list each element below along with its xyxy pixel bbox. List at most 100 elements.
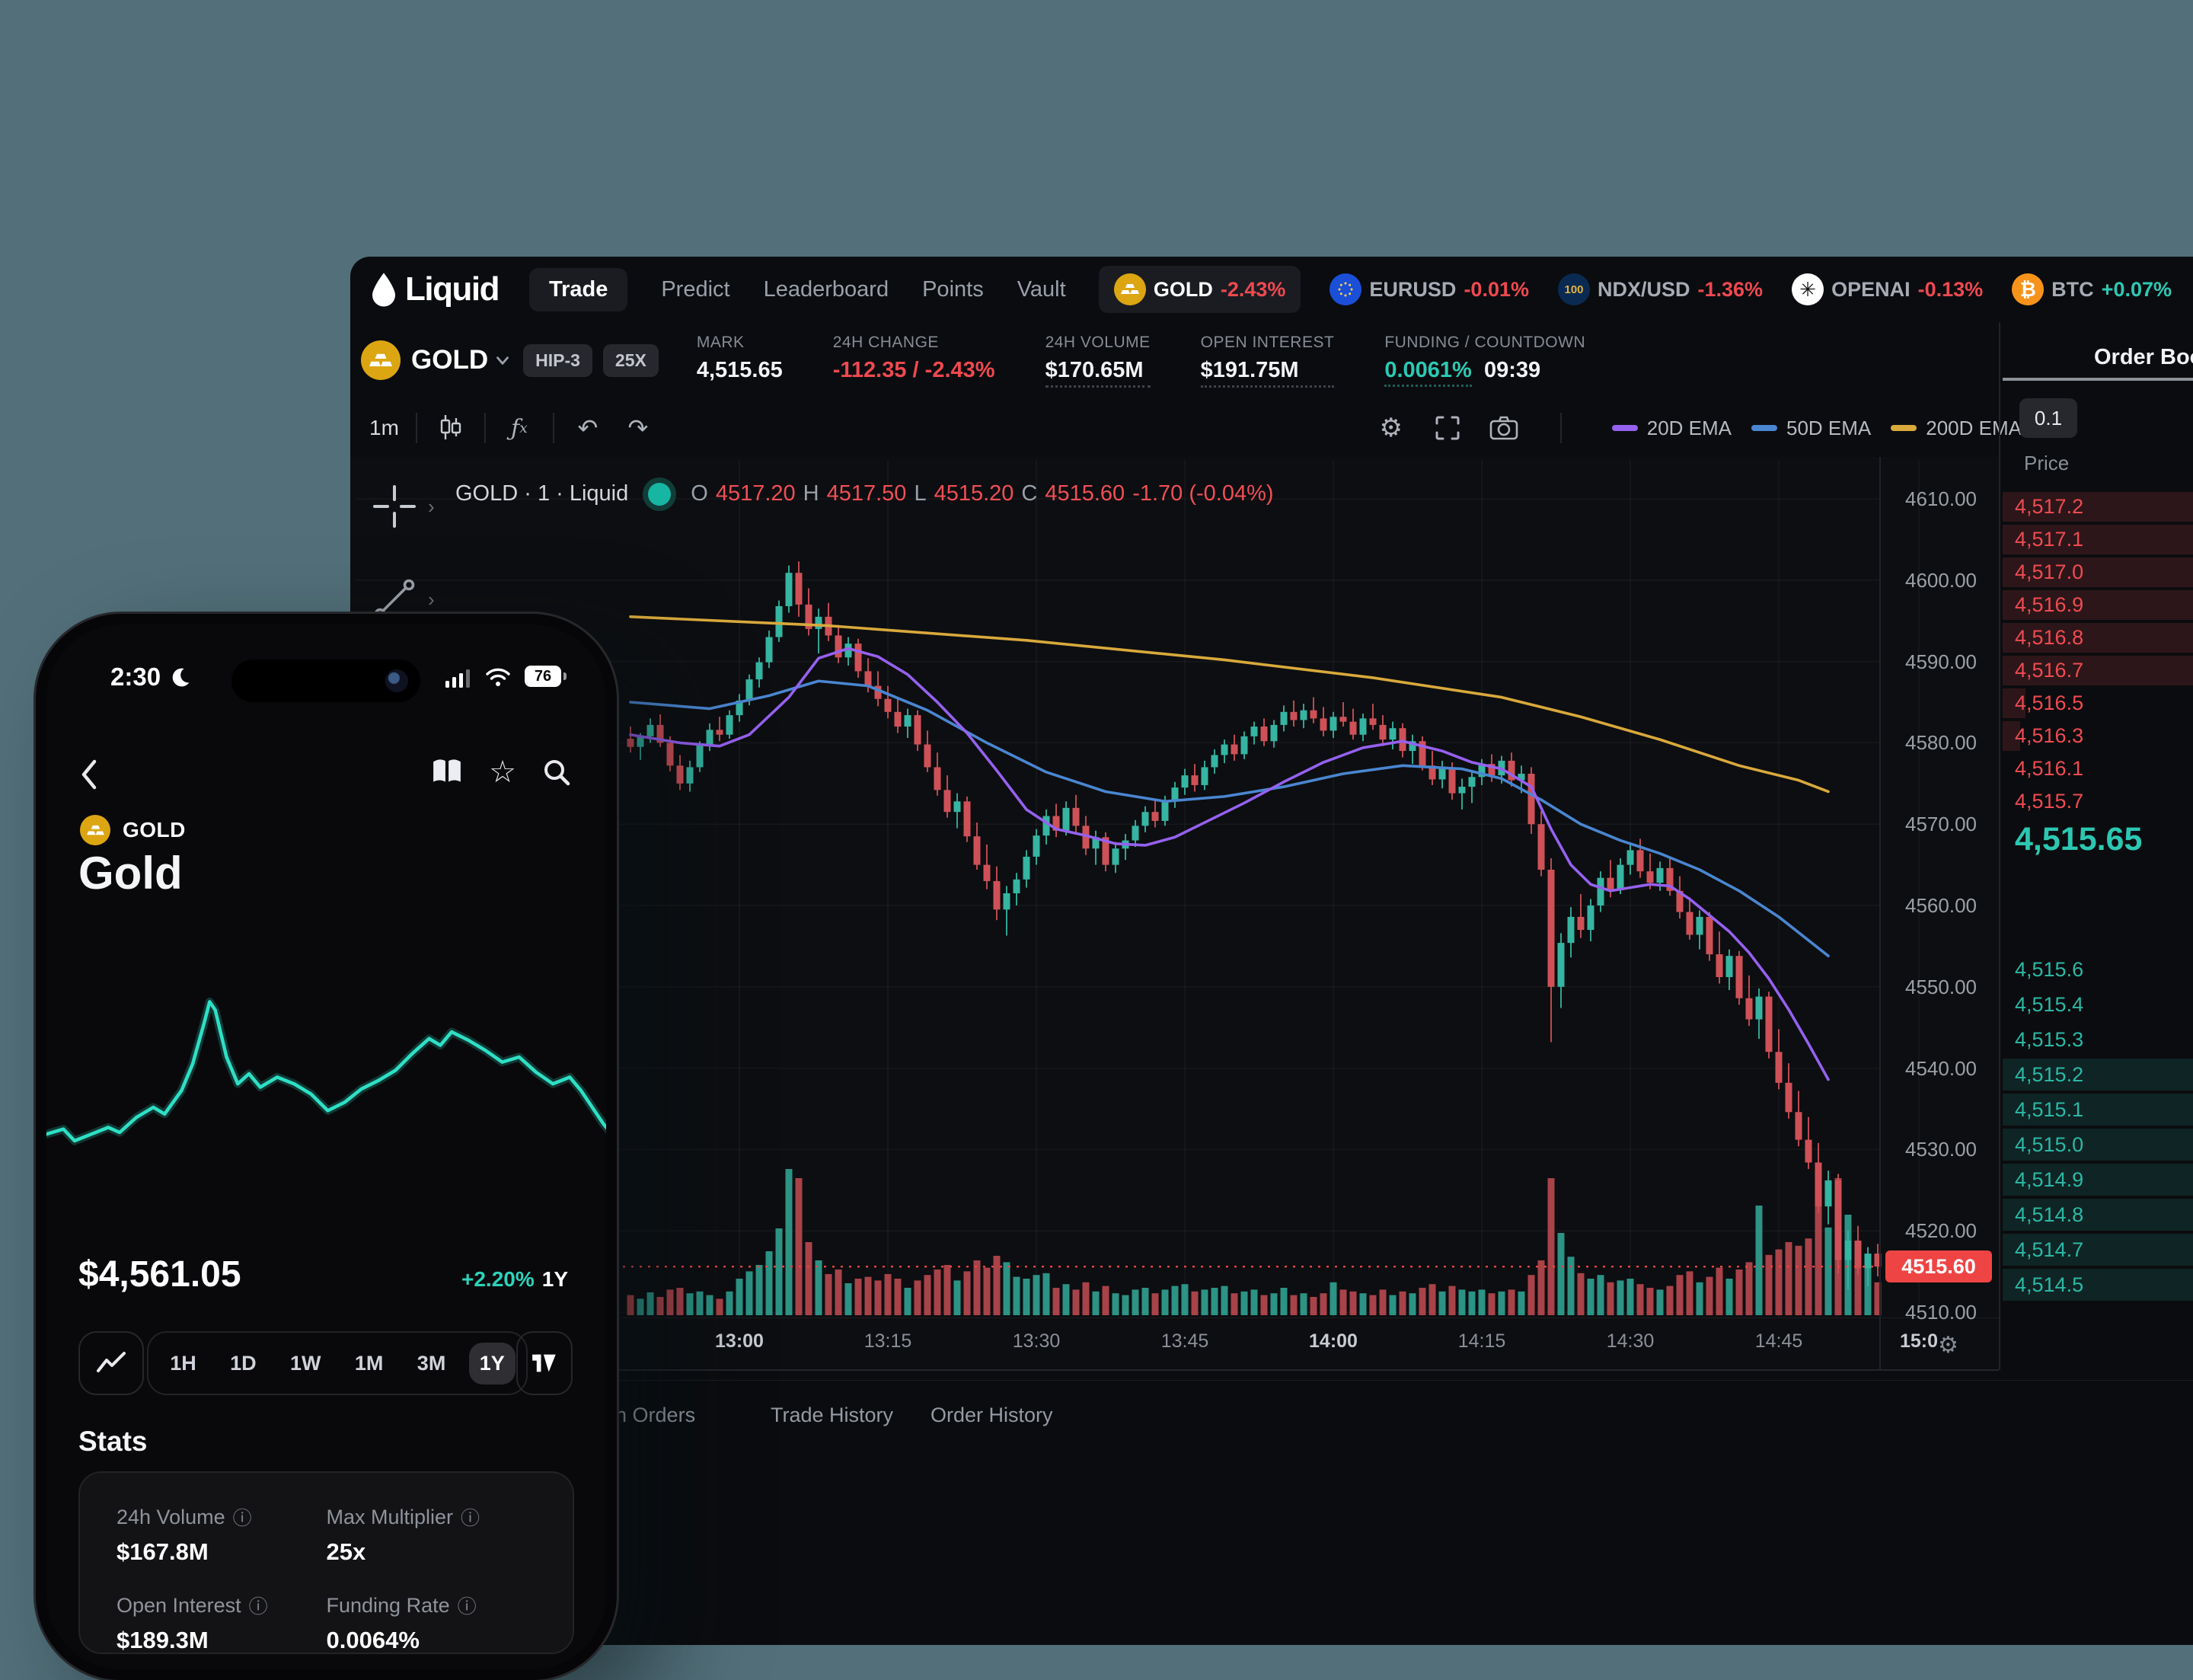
ask-row[interactable]: 4,517.0: [2003, 557, 2193, 589]
ticker-ndxusd[interactable]: 100 NDX/USD -1.36%: [1558, 273, 1763, 305]
funding-rate-value[interactable]: 0.0061%: [1384, 357, 1472, 387]
nav-item-trade[interactable]: Trade: [528, 267, 628, 311]
ticker-eurusd[interactable]: EURUSD -0.01%: [1330, 273, 1529, 305]
fullscreen-icon[interactable]: [1431, 411, 1464, 445]
ticker-openai[interactable]: ✳ OPENAI -0.13%: [1792, 273, 1983, 305]
stat-24h-volume: 24H VOLUME $170.65M: [1045, 334, 1151, 388]
price-axis-label: 4610.00: [1905, 487, 1977, 510]
wifi-icon: [485, 667, 511, 687]
depth-bar: [2003, 721, 2020, 751]
ticker-strip: GOLD -2.43% EURUSD -0.01% 100 NDX/USD -1…: [1098, 257, 2172, 322]
symbol-title[interactable]: GOLD · 1 · Liquid: [455, 481, 629, 506]
nav-item-vault[interactable]: Vault: [1017, 276, 1066, 302]
phone-header-icons: ☆: [431, 755, 571, 789]
asset-symbol: GOLD: [123, 818, 186, 842]
bid-row[interactable]: 4,515.2: [2003, 1058, 2193, 1093]
liquid-logo[interactable]: Liquid: [369, 270, 500, 308]
battery-icon: 76: [525, 666, 567, 687]
nav-item-points[interactable]: Points: [922, 276, 984, 302]
legend-ema20[interactable]: 20D EMA: [1611, 417, 1732, 440]
mid-price: 4,515.65: [2015, 821, 2143, 858]
stat-value[interactable]: $170.65M: [1045, 358, 1151, 388]
info-icon[interactable]: ⓘ: [457, 1596, 477, 1618]
funding-countdown: 09:39: [1483, 357, 1541, 382]
order-book-tab-underline: [2003, 378, 2193, 381]
stat-value: $167.8M: [117, 1538, 209, 1565]
ticker-btc[interactable]: ₿ BTC +0.07%: [2012, 273, 2172, 305]
settings-gear-icon[interactable]: ⚙: [1379, 414, 1403, 442]
camera-snapshot-icon[interactable]: [1487, 411, 1521, 445]
ask-row[interactable]: 4,516.8: [2003, 622, 2193, 655]
nav-item-leaderboard[interactable]: Leaderboard: [763, 276, 889, 302]
market-stats: MARK 4,515.65 24H CHANGE -112.35 / -2.43…: [697, 334, 1585, 388]
timeframe-3m[interactable]: 3M: [417, 1351, 446, 1375]
tick-size-selector[interactable]: 0.1: [2019, 398, 2077, 438]
info-icon[interactable]: ⓘ: [232, 1508, 252, 1529]
timeframe-1h[interactable]: 1H: [170, 1351, 196, 1375]
chevron-right-icon[interactable]: ›: [428, 587, 435, 611]
time-axis[interactable]: 13:00 13:15 13:30 13:45 14:00 14:15 14:30 14:45…: [350, 1317, 1999, 1371]
tradingview-button[interactable]: [516, 1331, 573, 1395]
axis-divider: [1879, 457, 1881, 1370]
stat-value[interactable]: $191.75M: [1200, 358, 1335, 388]
orderbook-book-icon[interactable]: [431, 758, 463, 787]
bid-row[interactable]: 4,515.4: [2003, 988, 2193, 1023]
stat-24h-volume: 24h Volume ⓘ $167.8M: [117, 1503, 327, 1566]
ask-row[interactable]: 4,516.1: [2003, 753, 2193, 786]
bid-row[interactable]: 4,515.6: [2003, 953, 2193, 988]
toolbar-separator: [1559, 413, 1562, 443]
order-book-title[interactable]: Order Book: [2094, 345, 2193, 369]
order-price: 4,516.1: [2015, 757, 2084, 780]
interval-selector[interactable]: 1m: [369, 416, 399, 439]
ask-row[interactable]: 4,516.9: [2003, 589, 2193, 622]
undo-icon[interactable]: ↶: [577, 414, 599, 442]
chevron-down-icon[interactable]: [493, 350, 512, 370]
bid-row[interactable]: 4,514.5: [2003, 1268, 2193, 1303]
order-price: 4,515.1: [2015, 1097, 2084, 1121]
search-icon[interactable]: [542, 758, 571, 787]
price-scale-settings-icon[interactable]: ⚙: [1938, 1333, 1958, 1358]
bid-row[interactable]: 4,514.9: [2003, 1163, 2193, 1198]
back-chevron-icon[interactable]: [80, 759, 98, 790]
legend-label: 200D EMA: [1926, 416, 2022, 439]
tab-trade-history[interactable]: Trade History: [771, 1404, 894, 1426]
ask-row[interactable]: 4,516.3: [2003, 720, 2193, 753]
timeframe-group: 1H 1D 1W 1M 3M 1Y: [147, 1331, 528, 1395]
ask-row[interactable]: 4,515.7: [2003, 786, 2193, 819]
redo-icon[interactable]: ↷: [627, 414, 649, 442]
bitcoin-icon: ₿: [2012, 273, 2045, 305]
timeframe-1w[interactable]: 1W: [290, 1351, 321, 1375]
stat-label: OPEN INTEREST: [1200, 333, 1335, 351]
bid-row[interactable]: 4,515.3: [2003, 1023, 2193, 1058]
bid-row[interactable]: 4,514.8: [2003, 1198, 2193, 1233]
legend-ema200[interactable]: 200D EMA: [1891, 417, 2022, 440]
timeframe-1y[interactable]: 1Y: [468, 1342, 516, 1385]
price-axis-label: 4570.00: [1905, 813, 1977, 836]
bid-row[interactable]: 4,515.0: [2003, 1128, 2193, 1163]
favorite-star-icon[interactable]: ☆: [489, 755, 516, 789]
dynamic-island: [231, 660, 420, 702]
chevron-right-icon[interactable]: ›: [428, 494, 435, 518]
depth-bar: [2003, 525, 2193, 554]
bid-row[interactable]: 4,515.1: [2003, 1093, 2193, 1128]
stat-value: 4,515.65: [696, 357, 783, 382]
crosshair-tool[interactable]: ›: [373, 485, 435, 528]
nav-item-predict[interactable]: Predict: [661, 276, 730, 302]
ticker-change: +0.07%: [2101, 277, 2172, 301]
tab-order-history[interactable]: Order History: [931, 1404, 1053, 1426]
bid-row[interactable]: 4,514.7: [2003, 1233, 2193, 1268]
ask-row[interactable]: 4,517.1: [2003, 524, 2193, 557]
info-icon[interactable]: ⓘ: [461, 1508, 480, 1529]
timeframe-1m[interactable]: 1M: [354, 1351, 384, 1375]
ask-row[interactable]: 4,516.5: [2003, 688, 2193, 720]
ask-row[interactable]: 4,517.2: [2003, 491, 2193, 524]
line-chart-toggle-button[interactable]: [78, 1331, 144, 1395]
legend-ema50[interactable]: 50D EMA: [1751, 417, 1871, 440]
timeframe-1d[interactable]: 1D: [230, 1351, 257, 1375]
ask-row[interactable]: 4,516.7: [2003, 655, 2193, 688]
candle-style-icon[interactable]: [434, 411, 468, 445]
ticker-gold[interactable]: GOLD -2.43%: [1098, 266, 1301, 313]
market-symbol[interactable]: GOLD: [411, 345, 489, 375]
info-icon[interactable]: ⓘ: [248, 1596, 268, 1618]
